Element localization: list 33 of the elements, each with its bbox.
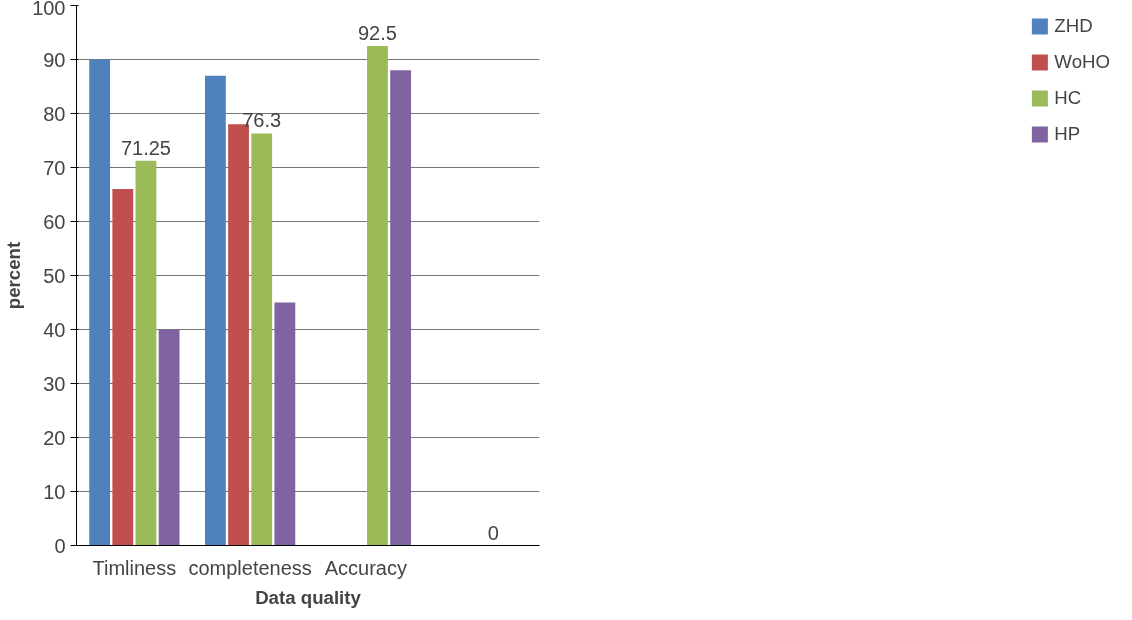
- x-tick-label: completeness: [188, 556, 312, 579]
- y-tick-label: 10: [43, 480, 66, 503]
- data-label: 76.3: [242, 109, 282, 132]
- bar: [204, 75, 226, 546]
- legend-label: HC: [1054, 87, 1082, 109]
- bar: [367, 46, 388, 546]
- y-tick-label: 60: [43, 210, 66, 233]
- y-tick-label: 50: [43, 264, 66, 287]
- data-label: 71.25: [120, 136, 171, 159]
- x-tick-label: Timliness: [92, 556, 177, 579]
- legend-label: ZHD: [1054, 15, 1093, 37]
- x-tick-label: Accuracy: [324, 556, 407, 579]
- bar: [390, 70, 412, 546]
- x-axis-title: Data quality: [255, 586, 362, 608]
- y-tick-label: 70: [43, 156, 66, 179]
- legend-label: WoHO: [1054, 51, 1110, 73]
- data-label: 0: [487, 521, 499, 544]
- bar: [158, 329, 180, 546]
- data-label: 92.5: [357, 22, 397, 44]
- y-axis-title: percent: [3, 241, 25, 310]
- y-tick-label: 40: [43, 318, 66, 341]
- bar: [135, 160, 157, 546]
- bar: [89, 59, 111, 546]
- y-tick-label: 20: [43, 426, 66, 449]
- y-tick-label: 30: [43, 372, 66, 395]
- bar: [274, 302, 296, 546]
- bar: [112, 189, 134, 546]
- y-tick-label: 90: [43, 48, 66, 71]
- bar: [251, 133, 273, 546]
- y-tick-label: 80: [43, 102, 66, 125]
- y-tick-label: 0: [54, 534, 66, 557]
- legend-label: HP: [1054, 123, 1081, 145]
- y-tick-label: 100: [32, 0, 66, 19]
